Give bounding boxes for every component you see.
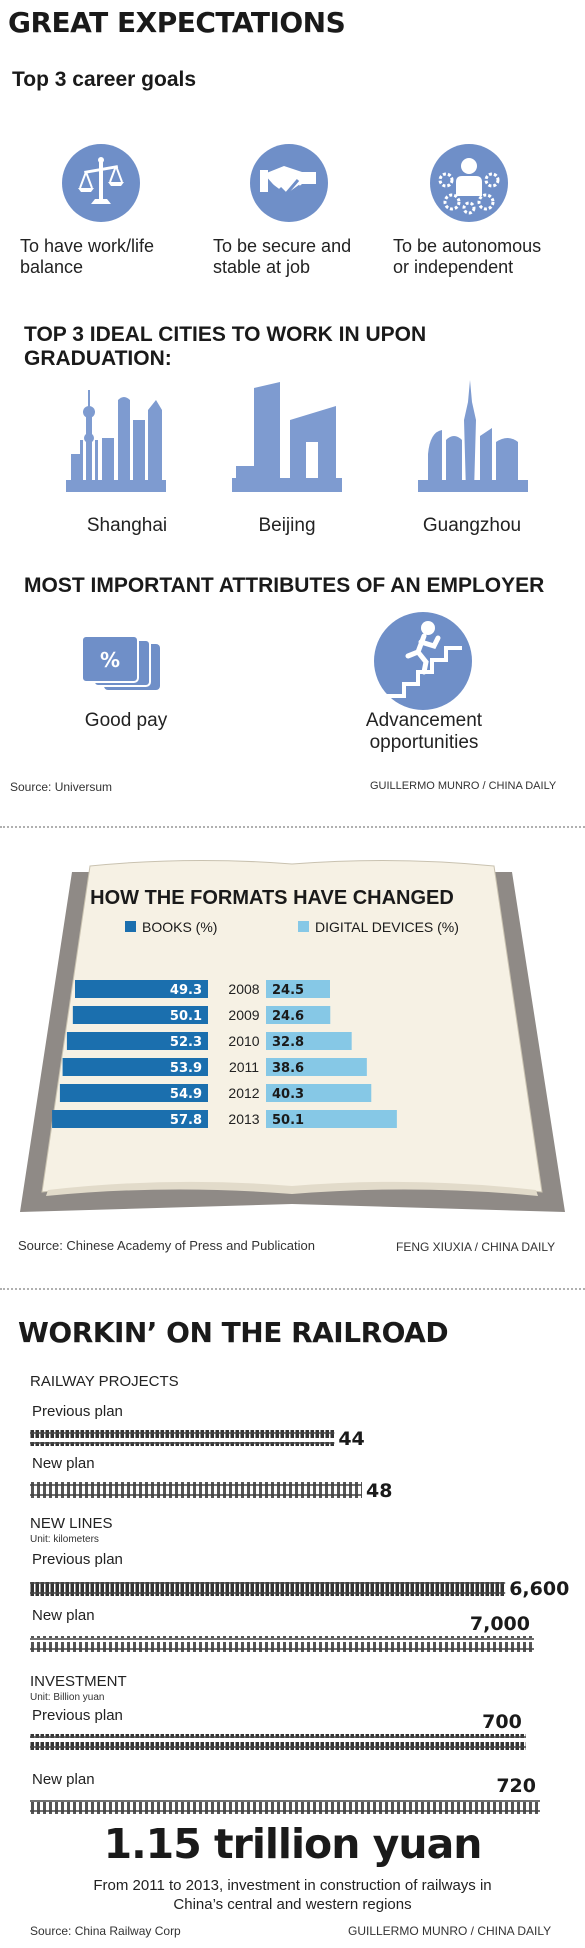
rail-value: 700 [482, 1711, 522, 1733]
rail-group-unit: Unit: Billion yuan [30, 1692, 104, 1703]
railroad-chart: RAILWAY PROJECTS Previous plan 44 New plan 4… [0, 1360, 585, 1820]
chart-title: HOW THE FORMATS HAVE CHANGED [90, 887, 454, 909]
rail-bar [30, 1798, 540, 1814]
rail-row-label: New plan [32, 1771, 95, 1788]
money-percent-icon: % [80, 635, 162, 692]
digital-bar-2008 [266, 980, 330, 998]
guangzhou-skyline-icon [418, 380, 528, 492]
employer-attributes-title: MOST IMPORTANT ATTRIBUTES OF AN EMPLOYER [24, 574, 545, 597]
rail-group-unit: Unit: kilometers [30, 1534, 99, 1545]
books-bar-2008 [75, 980, 208, 998]
books-bar-2012 [59, 1084, 209, 1102]
investment-total-value: 1.15 trillion yuan [103, 1820, 483, 1868]
railroad-title: WORKIN’ ON THE RAILROAD [18, 1316, 449, 1349]
rail-bar [30, 1482, 362, 1498]
career-goals-subtitle: Top 3 career goals [12, 68, 197, 91]
rail-bar [30, 1430, 335, 1446]
digital-value-2009: 24.6 [272, 1009, 304, 1024]
digital-bar-2009 [266, 1006, 331, 1024]
attribute-advancement: Advancement opportunities [365, 710, 483, 753]
year-label-2009: 2009 [228, 1007, 259, 1023]
city-beijing: Beijing [258, 515, 316, 536]
investment-note: From 2011 to 2013, investment in constru… [93, 1877, 492, 1913]
books-bar-2011 [62, 1058, 208, 1076]
section2-source: Source: Chinese Academy of Press and Pub… [18, 1238, 316, 1253]
section3-credit: GUILLERMO MUNRO / CHINA DAILY [348, 1924, 552, 1938]
rail-value: 44 [338, 1428, 364, 1450]
digital-bar-2010 [266, 1032, 352, 1050]
shanghai-skyline-icon [66, 380, 166, 492]
goal-3: To be autonomous or independent [393, 236, 542, 277]
digital-bar-2013 [266, 1110, 397, 1128]
rail-value: 7,000 [470, 1613, 530, 1635]
legend-books-swatch [125, 921, 136, 932]
rail-value: 48 [366, 1480, 392, 1502]
rail-row-label: Previous plan [32, 1707, 123, 1724]
section2-credit: FENG XIUXIA / CHINA DAILY [396, 1240, 556, 1254]
legend-digital-swatch [298, 921, 309, 932]
books-value-2009: 50.1 [170, 1009, 202, 1024]
year-label-2008: 2008 [228, 981, 259, 997]
book-chart: HOW THE FORMATS HAVE CHANGED BOOKS (%) D… [20, 852, 565, 1224]
digital-value-2010: 32.8 [272, 1035, 304, 1050]
rail-row-label: New plan [32, 1607, 95, 1624]
rail-value: 720 [496, 1775, 536, 1797]
rail-bar [30, 1734, 526, 1750]
rail-value: 6,600 [509, 1578, 569, 1600]
books-bar-2013 [52, 1110, 208, 1128]
year-label-2010: 2010 [228, 1033, 259, 1049]
digital-value-2008: 24.5 [272, 983, 304, 998]
books-value-2010: 52.3 [170, 1035, 202, 1050]
books-bar-2010 [66, 1032, 208, 1050]
goal-2: To be secure and stable at job [213, 236, 352, 277]
scales-icon [62, 144, 140, 222]
digital-value-2011: 38.6 [272, 1061, 304, 1076]
digital-value-2013: 50.1 [272, 1113, 304, 1128]
person-gears-icon [430, 144, 508, 222]
rail-group-heading: NEW LINES [30, 1515, 113, 1532]
digital-bar-2011 [266, 1058, 367, 1076]
books-value-2012: 54.9 [170, 1087, 202, 1102]
goal-1: To have work/life balance [20, 236, 155, 277]
rail-bar [30, 1636, 534, 1652]
climbing-stairs-icon [374, 612, 472, 710]
divider-2 [0, 1288, 585, 1290]
city-shanghai: Shanghai [86, 515, 168, 536]
book-page-edge [46, 1181, 538, 1196]
rail-row-label: New plan [32, 1455, 95, 1472]
handshake-icon [250, 144, 328, 222]
section1-source: Source: Universum [10, 780, 113, 794]
year-label-2011: 2011 [229, 1059, 259, 1075]
books-bar-2009 [72, 1006, 208, 1024]
cities-title: TOP 3 IDEAL CITIES TO WORK IN UPON GRADU… [24, 323, 427, 370]
divider-1 [0, 826, 585, 828]
rail-row-label: Previous plan [32, 1403, 123, 1420]
legend-digital-label: DIGITAL DEVICES (%) [315, 919, 459, 935]
rail-group-heading: INVESTMENT [30, 1673, 127, 1690]
beijing-skyline-icon [232, 380, 342, 492]
books-value-2008: 49.3 [170, 983, 202, 998]
svg-text:%: % [100, 648, 120, 672]
rail-group-heading: RAILWAY PROJECTS [30, 1373, 179, 1390]
city-guangzhou: Guangzhou [422, 515, 522, 536]
book-pages [41, 859, 543, 1193]
books-value-2011: 53.9 [170, 1061, 202, 1076]
rail-bar [30, 1580, 506, 1596]
railroad-chart-svg: RAILWAY PROJECTS Previous plan 44 New plan 4… [30, 1373, 569, 1814]
digital-value-2012: 40.3 [272, 1087, 304, 1102]
book-chart-svg: HOW THE FORMATS HAVE CHANGED BOOKS (%) D… [20, 859, 565, 1212]
rail-row-label: Previous plan [32, 1551, 123, 1568]
books-value-2013: 57.8 [170, 1113, 202, 1128]
digital-bar-2012 [266, 1084, 372, 1102]
section3-source: Source: China Railway Corp [30, 1924, 181, 1938]
section1-credit: GUILLERMO MUNRO / CHINA DAILY [370, 780, 557, 792]
main-title: GREAT EXPECTATIONS [8, 6, 346, 39]
legend-books-label: BOOKS (%) [142, 919, 217, 935]
year-label-2013: 2013 [228, 1111, 259, 1127]
year-label-2012: 2012 [228, 1085, 259, 1101]
attribute-good-pay: Good pay [84, 710, 168, 731]
